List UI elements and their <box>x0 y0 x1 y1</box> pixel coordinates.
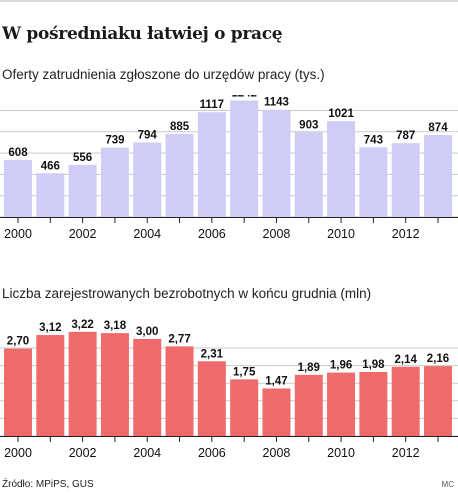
chart1-bar-2005 <box>165 133 194 217</box>
chart2-bar-2008 <box>262 388 291 436</box>
chart1-bar-2012 <box>391 143 420 217</box>
chart1-bar-2011 <box>359 147 388 217</box>
top-rule <box>0 0 458 2</box>
chart1-title: Oferty zatrudnienia zgłoszone do urzędów… <box>2 67 325 82</box>
chart2-bar-2013 <box>424 366 452 436</box>
chart1-value-label: 739 <box>105 135 124 147</box>
chart1-value-label: 556 <box>73 152 92 164</box>
chart2-bar-2011 <box>359 371 388 436</box>
chart1-value-label: 903 <box>299 119 318 131</box>
author-credit: MC <box>441 480 454 489</box>
chart2-value-label: 1,89 <box>298 362 320 374</box>
chart1-value-label: 794 <box>138 129 158 141</box>
chart2-value-label: 1,96 <box>330 360 352 372</box>
chart2-bar-2006 <box>197 361 226 436</box>
chart1-x-tick-label: 2010 <box>327 227 355 241</box>
chart2-bar-2002 <box>68 331 97 436</box>
chart1-value-label: 874 <box>428 122 448 134</box>
chart2-bar-2009 <box>294 374 323 436</box>
chart2-bar-2007 <box>230 379 259 436</box>
chart2-x-tick-label: 2012 <box>392 446 420 460</box>
chart2-value-label: 3,22 <box>71 319 93 331</box>
chart2-bar-2004 <box>133 338 162 436</box>
chart2-bar-2000 <box>4 348 32 436</box>
chart1-value-label: 787 <box>396 130 415 142</box>
chart2-value-label: 1,47 <box>265 375 287 387</box>
job-offers-chart: 608 466 556 739 794 885 1117 1242 1143 903 1021 743… <box>0 95 458 241</box>
source-note: Źródło: MPiPS, GUS <box>2 479 94 490</box>
chart1-x-tick-label: 2006 <box>198 227 226 241</box>
chart2-value-label: 2,77 <box>168 333 190 345</box>
chart1-bar-2009 <box>294 132 323 217</box>
chart2-bar-2010 <box>327 372 356 436</box>
chart2-value-label: 1,75 <box>233 366 256 378</box>
chart2-value-label: 1,98 <box>362 359 385 371</box>
chart2-bar-2012 <box>391 366 420 436</box>
chart2-bar-2005 <box>165 346 194 436</box>
chart1-value-label: 466 <box>41 160 60 172</box>
chart2-bar-2003 <box>100 333 129 436</box>
chart1-x-tick-label: 2002 <box>69 227 97 241</box>
chart1-bar-2001 <box>36 173 65 217</box>
chart1-value-label: 743 <box>364 134 383 146</box>
chart1-value-label: 1021 <box>328 108 354 120</box>
chart2-title: Liczba zarejestrowanych bezrobotnych w k… <box>2 286 372 301</box>
chart1-bar-2004 <box>133 142 162 217</box>
chart2-x-tick-label: 2002 <box>69 446 97 460</box>
chart2-x-tick-label: 2010 <box>327 446 355 460</box>
chart2-value-label: 2,70 <box>7 336 29 348</box>
chart1-value-label: 1143 <box>264 97 289 109</box>
chart2-value-label: 3,12 <box>39 322 61 334</box>
chart2-bar-2001 <box>36 335 65 436</box>
chart2-value-label: 2,14 <box>394 354 417 366</box>
chart1-bar-2002 <box>68 164 97 217</box>
chart1-bar-2008 <box>262 109 291 217</box>
page-title: W pośredniaku łatwiej o pracę <box>2 24 283 44</box>
chart1-bar-2000 <box>4 159 32 217</box>
chart1-bar-2010 <box>327 121 356 217</box>
chart2-value-label: 2,16 <box>427 353 449 365</box>
chart2-value-label: 3,18 <box>104 320 127 332</box>
chart2-value-label: 3,00 <box>136 326 158 338</box>
chart2-x-tick-label: 2000 <box>4 446 32 460</box>
unemployed-chart: 2,70 3,12 3,22 3,18 3,00 2,77 2,31 1,75 1,47 1,89… <box>0 319 458 460</box>
chart1-x-tick-label: 2000 <box>4 227 32 241</box>
chart1-x-tick-label: 2008 <box>263 227 291 241</box>
chart1-value-label: 885 <box>170 121 190 133</box>
chart1-value-label: 1117 <box>200 99 224 111</box>
chart1-x-tick-label: 2004 <box>133 227 161 241</box>
chart1-value-label: 1242 <box>231 95 257 99</box>
chart1-bar-2007 <box>230 100 259 217</box>
chart1-x-tick-label: 2012 <box>392 227 420 241</box>
chart2-value-label: 2,31 <box>201 348 224 360</box>
chart1-bar-2003 <box>100 147 129 217</box>
chart2-x-tick-label: 2004 <box>133 446 161 460</box>
chart1-bar-2013 <box>424 134 452 217</box>
chart2-x-tick-label: 2008 <box>263 446 291 460</box>
chart2-x-tick-label: 2006 <box>198 446 226 460</box>
chart1-value-label: 608 <box>8 147 28 159</box>
chart1-bar-2006 <box>197 112 226 217</box>
